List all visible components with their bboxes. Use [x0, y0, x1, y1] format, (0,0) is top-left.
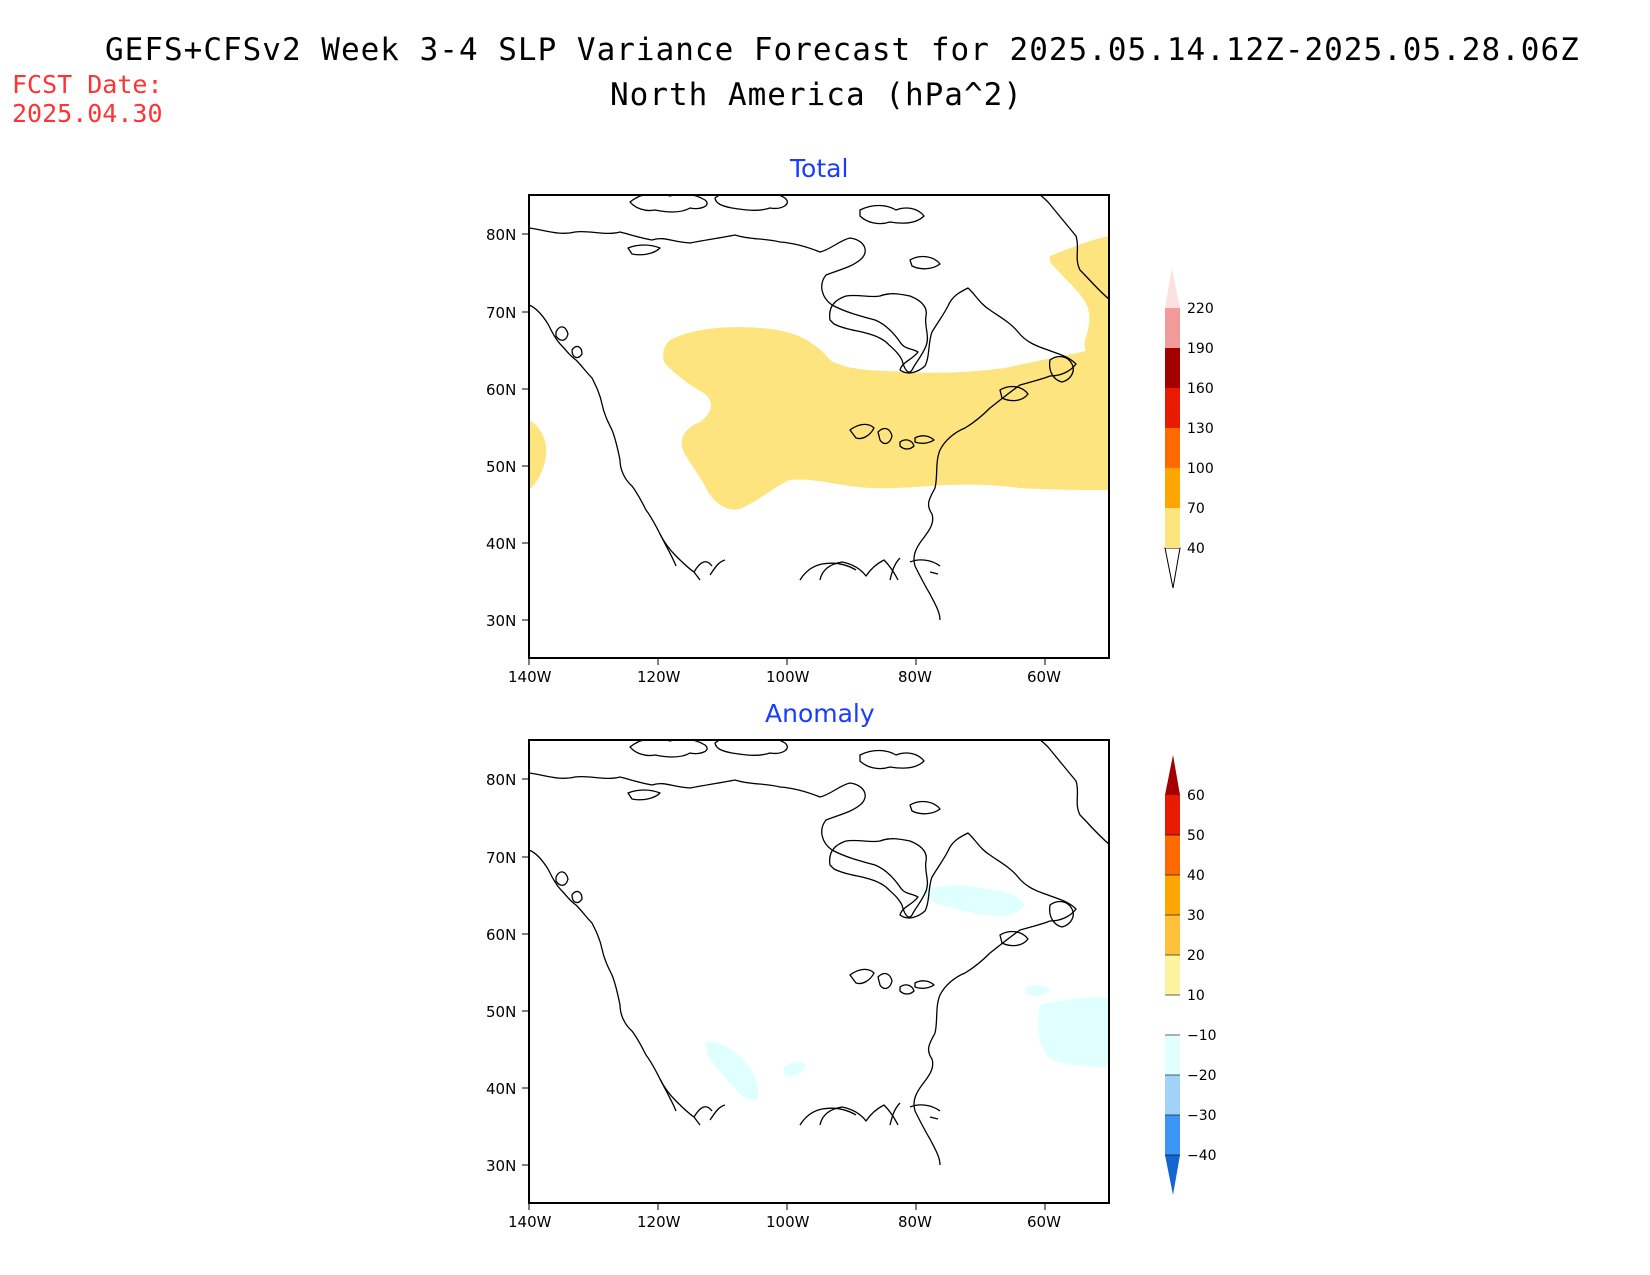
colorbar-swatch — [1165, 468, 1180, 508]
colorbar-swatch — [1165, 875, 1180, 915]
lon-tick: 80W — [898, 1213, 932, 1231]
lon-tick: 120W — [637, 1213, 681, 1231]
colorbar-label: 40 — [1187, 541, 1205, 557]
lat-tick: 80N — [486, 771, 516, 789]
colorbar-label: 70 — [1187, 501, 1205, 517]
colorbar-label: 220 — [1187, 301, 1214, 317]
colorbar-lower-arrow — [1165, 1155, 1180, 1195]
lon-tick: 140W — [508, 1213, 552, 1231]
colorbar-label: −10 — [1187, 1028, 1217, 1044]
lon-tick: 140W — [508, 668, 552, 686]
lon-tick: 120W — [637, 668, 681, 686]
lat-tick: 50N — [486, 1003, 516, 1021]
total-shade-canada-band — [663, 327, 1109, 510]
lon-tick: 100W — [766, 1213, 810, 1231]
lon-tick: 60W — [1027, 668, 1061, 686]
colorbar-swatch — [1165, 388, 1180, 428]
anom-shade-hudson-strait — [924, 885, 1025, 917]
lat-tick: 70N — [486, 849, 516, 867]
colorbar-swatch — [1165, 995, 1180, 1035]
lon-tick: 80W — [898, 668, 932, 686]
fcst-date: 2025.04.30 — [12, 99, 163, 128]
colorbar-upper-arrow — [1165, 268, 1180, 308]
colorbar-label: −40 — [1187, 1148, 1217, 1164]
anomaly-map — [529, 740, 1109, 1203]
panel-title-anomaly: Anomaly — [765, 699, 875, 728]
lat-tick: 70N — [486, 304, 516, 322]
anomaly-lon-axis: 140W 120W 100W 80W 60W — [508, 1203, 1061, 1231]
colorbar-label: 50 — [1187, 828, 1205, 844]
anom-shade-rockies — [705, 1041, 759, 1101]
lat-tick: 40N — [486, 1080, 516, 1098]
total-shade-pacific — [529, 420, 547, 490]
anom-shade-labrador — [1025, 985, 1050, 997]
colorbar-swatch — [1165, 955, 1180, 995]
colorbar-swatch — [1165, 508, 1180, 548]
colorbar-lower-arrow — [1164, 547, 1181, 589]
colorbar-swatch — [1165, 1115, 1180, 1155]
total-map — [529, 195, 1109, 658]
panel-title-total: Total — [789, 154, 848, 183]
total-colorbar: 40 70 100 130 160 190 220 — [1164, 268, 1214, 589]
total-lon-axis: 140W 120W 100W 80W 60W — [508, 658, 1061, 686]
colorbar-swatch — [1165, 348, 1180, 388]
lat-tick: 30N — [486, 1157, 516, 1175]
anomaly-lat-axis: 80N 70N 60N 50N 40N 30N — [486, 771, 529, 1175]
colorbar-swatch — [1165, 308, 1180, 348]
total-shade-greenland — [1050, 236, 1109, 370]
anomaly-colorbar: 60 50 40 30 20 10 −10 −20 −30 −40 — [1165, 755, 1217, 1195]
colorbar-label: 60 — [1187, 788, 1205, 804]
colorbar-swatch — [1165, 915, 1180, 955]
colorbar-swatch — [1165, 795, 1180, 835]
colorbar-label: −30 — [1187, 1108, 1217, 1124]
lat-tick: 80N — [486, 226, 516, 244]
lon-tick: 60W — [1027, 1213, 1061, 1231]
anomaly-frame — [528, 739, 1110, 1204]
colorbar-label: 130 — [1187, 421, 1214, 437]
total-frame — [528, 194, 1110, 659]
colorbar-swatch — [1165, 1075, 1180, 1115]
fcst-label: FCST Date: — [12, 70, 163, 99]
lat-tick: 50N — [486, 458, 516, 476]
colorbar-label: 30 — [1187, 908, 1205, 924]
lat-tick: 30N — [486, 612, 516, 630]
lat-tick: 40N — [486, 535, 516, 553]
lat-tick: 60N — [486, 926, 516, 944]
colorbar-swatch — [1165, 835, 1180, 875]
colorbar-label: −20 — [1187, 1068, 1217, 1084]
colorbar-label: 100 — [1187, 461, 1214, 477]
colorbar-swatch — [1165, 1035, 1180, 1075]
colorbar-label: 40 — [1187, 868, 1205, 884]
colorbar-swatch — [1165, 428, 1180, 468]
colorbar-label: 160 — [1187, 381, 1214, 397]
main-title: GEFS+CFSv2 Week 3-4 SLP Variance Forecas… — [105, 32, 1580, 68]
colorbar-label: 190 — [1187, 341, 1214, 357]
colorbar-upper-arrow — [1165, 755, 1180, 795]
anom-shade-plains — [783, 1061, 806, 1077]
total-lat-axis: 80N 70N 60N 50N 40N 30N — [486, 226, 529, 630]
anom-shade-atlantic — [1038, 997, 1109, 1068]
lat-tick: 60N — [486, 381, 516, 399]
colorbar-label: 10 — [1187, 988, 1205, 1004]
lon-tick: 100W — [766, 668, 810, 686]
colorbar-label: 20 — [1187, 948, 1205, 964]
subtitle: North America (hPa^2) — [610, 77, 1023, 113]
